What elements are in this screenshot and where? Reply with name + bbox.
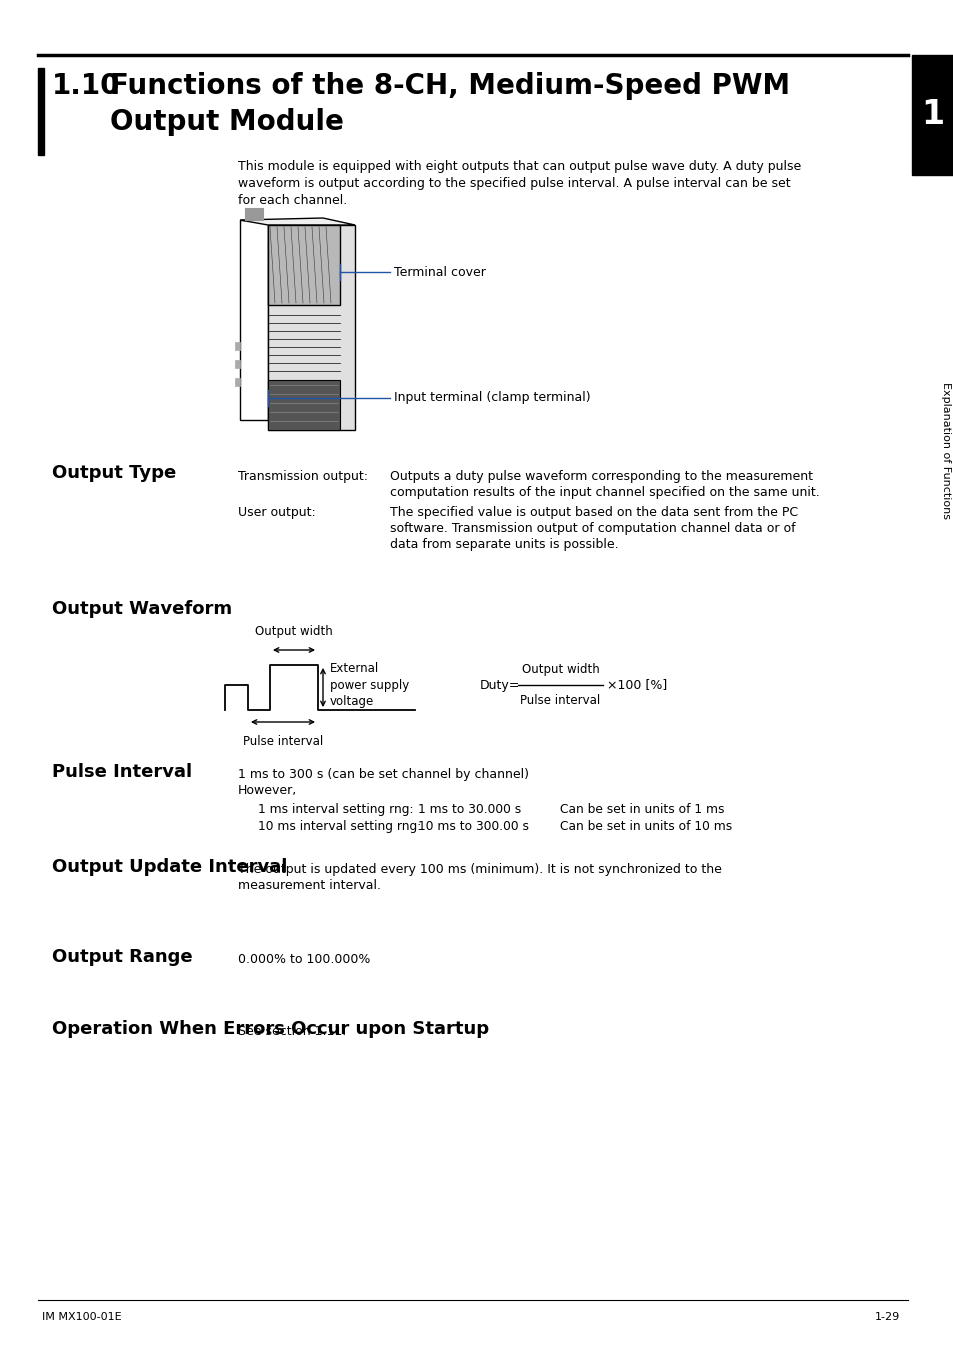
Bar	[234, 378, 240, 386]
Text: computation results of the input channel specified on the same unit.: computation results of the input channel…	[390, 486, 819, 500]
Text: The specified value is output based on the data sent from the PC: The specified value is output based on t…	[390, 506, 798, 518]
Text: data from separate units is possible.: data from separate units is possible.	[390, 539, 618, 551]
Bar	[234, 342, 240, 350]
Polygon shape	[240, 220, 268, 420]
Text: User output:: User output:	[237, 506, 315, 518]
Text: measurement interval.: measurement interval.	[237, 879, 380, 892]
Text: The output is updated every 100 ms (minimum). It is not synchronized to the: The output is updated every 100 ms (mini…	[237, 863, 721, 876]
Text: Pulse interval: Pulse interval	[519, 694, 600, 707]
Bar	[911, 55, 953, 176]
Text: waveform is output according to the specified pulse interval. A pulse interval c: waveform is output according to the spec…	[237, 177, 790, 190]
Text: Can be set in units of 1 ms: Can be set in units of 1 ms	[559, 803, 723, 815]
Bar	[38, 68, 44, 155]
Polygon shape	[268, 379, 339, 431]
Polygon shape	[268, 225, 339, 305]
Text: Outputs a duty pulse waveform corresponding to the measurement: Outputs a duty pulse waveform correspond…	[390, 470, 812, 483]
Text: Output Update Interval: Output Update Interval	[52, 859, 287, 876]
Text: 10 ms to 300.00 s: 10 ms to 300.00 s	[417, 819, 529, 833]
Text: Output Waveform: Output Waveform	[52, 599, 232, 618]
Text: Output width: Output width	[521, 663, 598, 676]
Text: 1 ms to 30.000 s: 1 ms to 30.000 s	[417, 803, 520, 815]
Text: Can be set in units of 10 ms: Can be set in units of 10 ms	[559, 819, 732, 833]
Text: Functions of the 8-CH, Medium-Speed PWM: Functions of the 8-CH, Medium-Speed PWM	[110, 72, 789, 100]
Text: 1 ms to 300 s (can be set channel by channel): 1 ms to 300 s (can be set channel by cha…	[237, 768, 529, 782]
Text: Output Range: Output Range	[52, 948, 193, 967]
Text: See section 1.11.: See section 1.11.	[237, 1025, 346, 1038]
Text: 1-29: 1-29	[874, 1312, 899, 1322]
Text: 0.000% to 100.000%: 0.000% to 100.000%	[237, 953, 370, 967]
Text: for each channel.: for each channel.	[237, 194, 347, 207]
Text: Output Module: Output Module	[110, 108, 343, 136]
Text: 1 ms interval setting rng:: 1 ms interval setting rng:	[257, 803, 413, 815]
Text: 1: 1	[921, 99, 943, 131]
Text: This module is equipped with eight outputs that can output pulse wave duty. A du: This module is equipped with eight outpu…	[237, 161, 801, 173]
Text: Output Type: Output Type	[52, 464, 176, 482]
Text: 10 ms interval setting rng:: 10 ms interval setting rng:	[257, 819, 421, 833]
Text: Output width: Output width	[254, 625, 333, 639]
Text: Terminal cover: Terminal cover	[394, 266, 485, 278]
Text: Input terminal (clamp terminal): Input terminal (clamp terminal)	[394, 392, 590, 405]
Text: 1.10: 1.10	[52, 72, 120, 100]
Text: External
power supply
voltage: External power supply voltage	[330, 663, 409, 707]
Text: software. Transmission output of computation channel data or of: software. Transmission output of computa…	[390, 522, 795, 535]
Text: Duty=: Duty=	[479, 679, 519, 691]
Text: ×100 [%]: ×100 [%]	[606, 679, 666, 691]
Polygon shape	[268, 225, 355, 431]
Text: However,: However,	[237, 784, 297, 796]
Text: Explanation of Functions: Explanation of Functions	[940, 382, 950, 518]
Text: Pulse interval: Pulse interval	[243, 734, 323, 748]
Bar	[234, 360, 240, 369]
Text: Operation When Errors Occur upon Startup: Operation When Errors Occur upon Startup	[52, 1021, 489, 1038]
Text: Transmission output:: Transmission output:	[237, 470, 368, 483]
Text: IM MX100-01E: IM MX100-01E	[42, 1312, 121, 1322]
Text: Pulse Interval: Pulse Interval	[52, 763, 192, 782]
Polygon shape	[240, 217, 355, 225]
Bar	[245, 208, 263, 220]
